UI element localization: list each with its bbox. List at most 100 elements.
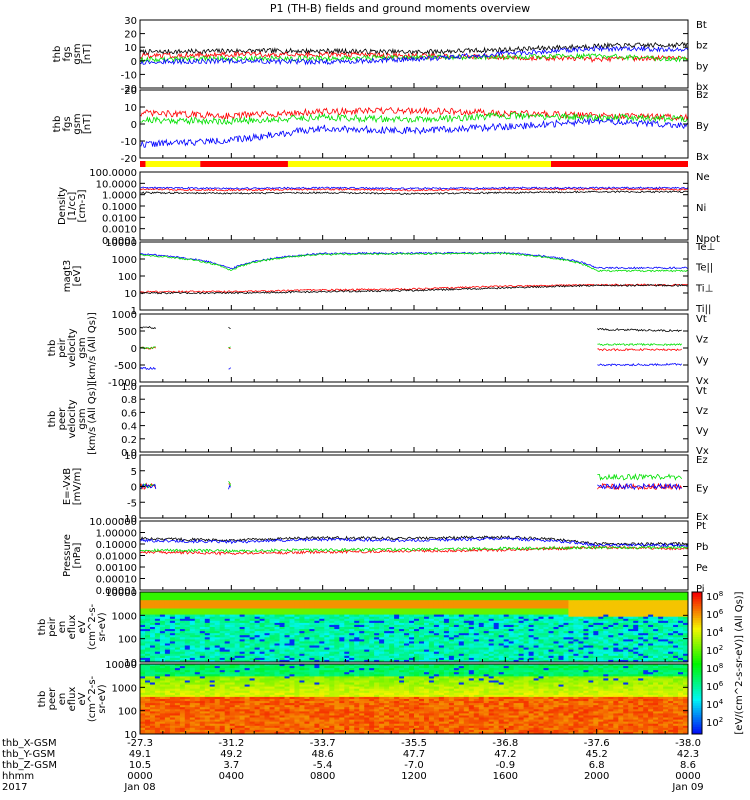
spectrogram-cell [394, 664, 400, 667]
spectrogram-cell [329, 637, 335, 640]
spectrogram-cell [314, 641, 320, 644]
spectrogram-cell [164, 659, 171, 663]
spectrogram-cell [598, 649, 604, 653]
spectrogram-cell [503, 653, 510, 657]
spectrogram-cell [663, 627, 669, 630]
spectrogram-cell [428, 639, 435, 642]
spectrogram-cell [159, 676, 166, 679]
spectrogram-cell [518, 606, 525, 609]
spectrogram-cell [568, 647, 574, 651]
spectrogram-cell [254, 612, 261, 616]
spectrogram-cell [463, 604, 470, 607]
spectrogram-cell [428, 666, 435, 669]
spectrogram-cell [533, 637, 540, 640]
spectrogram-cell [588, 618, 594, 622]
spectrogram-cell [289, 594, 295, 597]
spectrogram-cell [419, 624, 425, 628]
spectrogram-cell [379, 668, 385, 671]
spectrogram-cell [673, 594, 679, 597]
series-line-pe [139, 545, 689, 553]
spectrogram-cell [269, 610, 275, 614]
spectrogram-cell [169, 610, 176, 614]
spectrogram-cell [145, 616, 151, 620]
spectrogram-cell [404, 600, 410, 603]
spectrogram-cell [394, 629, 400, 632]
spectrogram-cell [623, 614, 629, 618]
spectrogram-cell [683, 616, 689, 620]
spectrogram-cell [563, 627, 569, 630]
spectrogram-cell [493, 616, 500, 620]
spectrogram-cell [259, 672, 266, 675]
spectrogram-cell [458, 608, 465, 612]
spectrogram-cell [493, 604, 500, 607]
spectrogram-cell [304, 627, 310, 630]
y-tick-label: 10 [124, 289, 137, 300]
spectrogram-cell [339, 633, 345, 636]
spectrogram-cell [618, 600, 624, 603]
spectrogram-cell [369, 608, 375, 612]
spectrogram-cell [254, 631, 261, 634]
spectrogram-cell [428, 622, 435, 626]
spectrogram-cell [538, 655, 544, 659]
spectrogram-cell [538, 627, 544, 630]
spectrogram-cell [518, 598, 525, 601]
spectrogram-cell [414, 653, 420, 657]
spectrogram-cell [623, 676, 629, 679]
spectrogram-cell [369, 627, 375, 630]
spectrogram-cell [204, 645, 211, 649]
spectrogram-cell [503, 645, 510, 649]
spectrogram-cell [164, 608, 171, 612]
spectrogram-cell [473, 637, 480, 640]
spectrogram-cell [593, 641, 599, 644]
spectrogram-cell [319, 670, 325, 673]
spectrogram-cell [533, 641, 540, 644]
spectrogram-cell [204, 604, 211, 607]
spectrogram-cell [344, 670, 350, 673]
spectrogram-cell [244, 606, 251, 609]
spectrogram-cell [384, 668, 390, 671]
spectrogram-cell [204, 616, 211, 620]
spectrogram-cell [289, 674, 295, 677]
spectrogram-cell [523, 624, 530, 628]
spectrogram-cell [289, 631, 295, 634]
spectrogram-cell [548, 653, 554, 657]
spectrogram-cell [374, 604, 380, 607]
spectrogram-cell [259, 637, 266, 640]
spectrogram-cell [199, 674, 206, 677]
spectrogram-cell [244, 592, 251, 595]
spectrogram-cell [663, 594, 669, 597]
spectrogram-cell [498, 672, 505, 675]
spectrogram-cell [324, 596, 330, 599]
spectrogram-cell [608, 664, 614, 667]
spectrogram-cell [319, 653, 325, 657]
spectrogram-cell [573, 592, 579, 595]
spectrogram-cell [169, 598, 176, 601]
spectrogram-cell [593, 622, 599, 626]
spectrogram-cell [174, 657, 181, 661]
spectrogram-cell [613, 641, 619, 644]
spectrogram-cell [683, 592, 689, 595]
spectrogram-cell [169, 655, 176, 659]
spectrogram-cell [513, 680, 520, 684]
spectrogram-cell [568, 618, 574, 622]
spectrogram-cell [184, 664, 191, 667]
spectrogram-cell [189, 637, 196, 640]
spectrogram-cell [279, 594, 285, 597]
spectrogram-cell [473, 608, 480, 612]
spectrogram-cell [488, 606, 495, 609]
legend-entry: Bt [696, 20, 707, 31]
spectrogram-cell [404, 674, 410, 677]
spectrogram-cell [309, 620, 315, 624]
spectrogram-cell [409, 594, 415, 597]
spectrogram-cell [498, 668, 505, 671]
spectrogram-cell [184, 598, 191, 601]
spectrogram-cell [179, 666, 186, 669]
spectrogram-cell [678, 614, 684, 618]
spectrogram-cell [414, 602, 420, 605]
spectrogram-cell [364, 647, 370, 651]
spectrogram-cell [239, 618, 246, 622]
spectrogram-cell [349, 657, 355, 661]
spectrogram-cell [179, 612, 186, 616]
spectrogram-cell [538, 664, 544, 667]
spectrogram-cell [284, 653, 290, 657]
